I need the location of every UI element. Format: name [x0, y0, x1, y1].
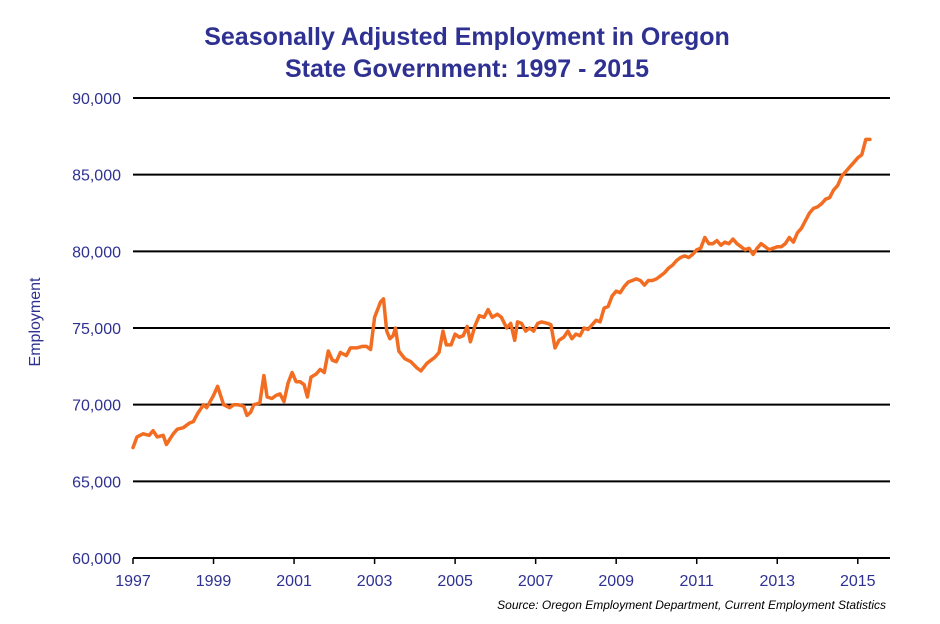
y-axis-label: Employment	[27, 277, 44, 366]
y-tick-label: 60,000	[72, 551, 121, 568]
y-tick-label: 65,000	[72, 474, 121, 491]
x-tick-label: 2015	[840, 573, 876, 590]
x-tick-label: 2011	[680, 573, 715, 590]
x-tick-label: 1999	[196, 573, 232, 590]
chart-subtitle: State Government: 1997 - 2015	[285, 55, 649, 83]
series-line-0	[131, 137, 872, 450]
source-note: Source: Oregon Employment Department, Cu…	[497, 598, 886, 612]
y-tick-label: 80,000	[72, 244, 121, 261]
x-tick-label: 1997	[115, 573, 151, 590]
y-tick-label: 90,000	[72, 91, 121, 108]
x-tick-label: 2013	[759, 573, 795, 590]
chart-title: Seasonally Adjusted Employment in Oregon	[204, 23, 730, 51]
x-tick-label: 2001	[276, 573, 312, 590]
y-tick-labels: 60,000 65,000 70,000 75,000 80,000 85,000 90,0…	[72, 91, 121, 568]
x-tick-label: 2005	[437, 573, 473, 590]
series-layer	[131, 137, 872, 450]
x-tick-label: 2007	[518, 573, 554, 590]
y-tick-label: 75,000	[72, 321, 121, 338]
x-tick-label: 2003	[357, 573, 393, 590]
x-tick-labels: 1997 1999 2001 2003 2005 2007 2009 2011 2013 2015	[115, 558, 876, 590]
y-tick-label: 70,000	[72, 398, 121, 415]
y-tick-label: 85,000	[72, 168, 121, 185]
x-tick-label: 2009	[598, 573, 634, 590]
